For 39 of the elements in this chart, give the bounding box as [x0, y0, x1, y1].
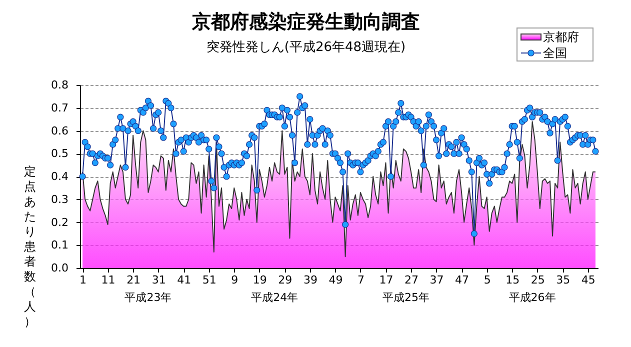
- x-tick-label: 21: [126, 274, 141, 286]
- legend-label: 全国: [543, 46, 567, 60]
- x-tick-label: 31: [152, 274, 166, 286]
- x-tick-label: 39: [303, 274, 318, 286]
- text: 平成25年: [382, 291, 430, 304]
- x-tick-label: 35: [556, 274, 570, 286]
- chart-subtitle: 突発性発しん(平成26年48週現在): [206, 40, 406, 55]
- x-tick-label: 45: [581, 274, 596, 286]
- y-tick-label: 0.0: [51, 262, 68, 274]
- y-tick-label: 0.7: [51, 101, 68, 114]
- x-tick-label: 5: [484, 274, 491, 286]
- x-tick-label: 37: [430, 274, 444, 286]
- y-tick-label: 0.3: [51, 192, 68, 206]
- x-tick-label: 7: [357, 274, 364, 286]
- x-tick-label: 19: [252, 274, 267, 286]
- y-tick-label: 0.2: [51, 216, 68, 229]
- x-tick-label: 29: [278, 274, 292, 286]
- x-tick-label: 51: [202, 274, 216, 286]
- text: 平成23年: [124, 291, 172, 304]
- y-tick-label: 0.6: [51, 124, 68, 138]
- x-tick-label: 49: [328, 274, 343, 286]
- y-tick-label: 0.5: [51, 147, 68, 160]
- y-tick-label: 0.8: [51, 78, 68, 92]
- x-tick-label: 1: [80, 274, 87, 286]
- text: 平成24年: [251, 291, 298, 304]
- x-tick-label: 9: [231, 274, 238, 286]
- text: 平成26年: [508, 291, 556, 304]
- y-tick-label: 0.4: [51, 170, 68, 183]
- x-tick-label: 47: [455, 274, 470, 286]
- x-tick-label: 15: [506, 274, 520, 286]
- x-tick-label: 25: [530, 274, 545, 286]
- x-tick-label: 11: [101, 274, 116, 286]
- legend-label: 京都府: [543, 30, 579, 44]
- text: 定点あたり患者数（人）: [24, 164, 36, 328]
- x-tick-label: 41: [177, 274, 192, 286]
- x-tick-label: 17: [379, 274, 394, 286]
- y-tick-label: 0.1: [51, 238, 68, 252]
- chart-title: 京都府感染症発生動向調査: [191, 11, 420, 33]
- x-tick-label: 27: [404, 274, 419, 286]
